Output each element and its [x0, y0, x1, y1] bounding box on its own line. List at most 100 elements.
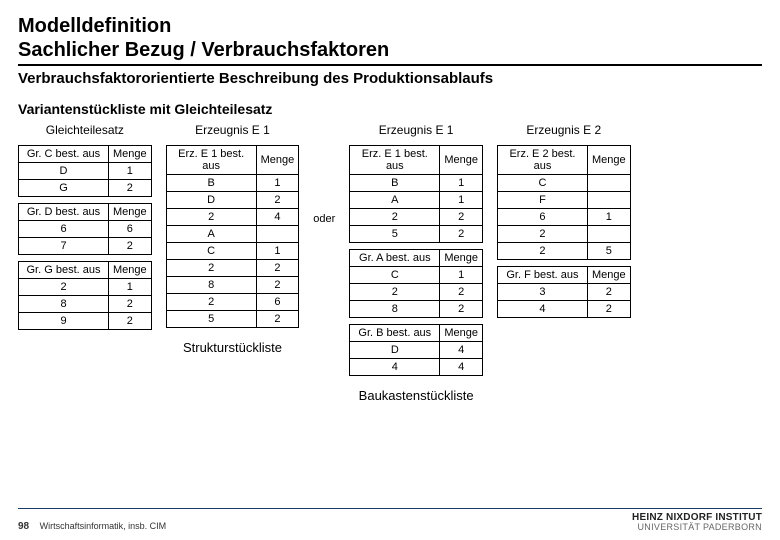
td: 2	[256, 311, 299, 328]
col4-table-1: Erz. E 2 best. ausMenge C F 61 2 25	[497, 145, 631, 260]
td: 2	[109, 238, 152, 255]
th: Menge	[440, 325, 483, 342]
separator-oder: oder	[313, 123, 335, 225]
th: Menge	[109, 146, 152, 163]
td: D	[19, 163, 109, 180]
footer: 98 Wirtschaftsinformatik, insb. CIM HEIN…	[18, 508, 762, 532]
td: 6	[19, 221, 109, 238]
th: Erz. E 2 best. aus	[497, 146, 587, 175]
td: 4	[440, 359, 483, 376]
td	[587, 192, 630, 209]
th: Erz. E 1 best. aus	[350, 146, 440, 175]
td: 2	[109, 313, 152, 330]
td: 2	[256, 192, 299, 209]
td: 1	[256, 243, 299, 260]
th: Menge	[109, 204, 152, 221]
td: 8	[166, 277, 256, 294]
td: 2	[109, 296, 152, 313]
td: 5	[166, 311, 256, 328]
td: 2	[350, 209, 440, 226]
td: 1	[256, 175, 299, 192]
td: 2	[19, 279, 109, 296]
subtitle: Verbrauchsfaktororientierte Beschreibung…	[18, 70, 762, 87]
td: 1	[440, 175, 483, 192]
column-1: Gleichteilesatz Gr. C best. ausMenge D1 …	[18, 123, 152, 330]
td: 2	[166, 209, 256, 226]
col1-table-3: Gr. G best. ausMenge 21 82 92	[18, 261, 152, 330]
td	[587, 175, 630, 192]
th: Menge	[256, 146, 299, 175]
title-line-1: Modelldefinition	[18, 14, 762, 38]
td: 2	[166, 260, 256, 277]
td: 1	[109, 163, 152, 180]
td: 2	[109, 180, 152, 197]
td: 2	[587, 301, 630, 318]
th: Erz. E 1 best. aus	[166, 146, 256, 175]
col1-table-1: Gr. C best. ausMenge D1 G2	[18, 145, 152, 197]
td	[256, 226, 299, 243]
td: 2	[587, 284, 630, 301]
td: 2	[350, 284, 440, 301]
institute-line-2: UNIVERSITÄT PADERBORN	[632, 523, 762, 532]
td: 6	[497, 209, 587, 226]
td: 4	[440, 342, 483, 359]
col2-header: Erzeugnis E 1	[166, 123, 300, 139]
td: 6	[109, 221, 152, 238]
col2-table-1: Erz. E 1 best. ausMenge B1 D2 24 A C1 22…	[166, 145, 300, 328]
td: 1	[440, 192, 483, 209]
td: C	[497, 175, 587, 192]
col1-table-2: Gr. D best. ausMenge 66 72	[18, 203, 152, 255]
td: 8	[350, 301, 440, 318]
td: 3	[497, 284, 587, 301]
td: C	[166, 243, 256, 260]
td: 2	[497, 226, 587, 243]
footer-right: HEINZ NIXDORF INSTITUT UNIVERSITÄT PADER…	[632, 513, 762, 532]
th: Gr. G best. aus	[19, 262, 109, 279]
page-number: 98	[18, 521, 29, 532]
title-line-2: Sachlicher Bezug / Verbrauchsfaktoren	[18, 38, 762, 66]
th: Menge	[440, 146, 483, 175]
td: G	[19, 180, 109, 197]
column-3: Erzeugnis E 1 Erz. E 1 best. ausMenge B1…	[349, 123, 483, 403]
section-heading: Variantenstückliste mit Gleichteilesatz	[18, 101, 762, 117]
td: 5	[587, 243, 630, 260]
td: 8	[19, 296, 109, 313]
th: Menge	[587, 146, 630, 175]
td: A	[350, 192, 440, 209]
th: Menge	[440, 250, 483, 267]
td: 2	[256, 260, 299, 277]
td	[587, 226, 630, 243]
col1-header: Gleichteilesatz	[18, 123, 152, 139]
td: B	[166, 175, 256, 192]
col3-header: Erzeugnis E 1	[349, 123, 483, 139]
td: 2	[166, 294, 256, 311]
td: 4	[350, 359, 440, 376]
td: 1	[109, 279, 152, 296]
td: C	[350, 267, 440, 284]
td: 2	[440, 226, 483, 243]
td: D	[350, 342, 440, 359]
td: 1	[440, 267, 483, 284]
col3-table-3: Gr. B best. ausMenge D4 44	[349, 324, 483, 376]
td: 6	[256, 294, 299, 311]
caption-right: Baukastenstückliste	[349, 388, 483, 403]
td: 9	[19, 313, 109, 330]
th: Menge	[587, 267, 630, 284]
td: A	[166, 226, 256, 243]
td: 2	[440, 301, 483, 318]
td: 2	[497, 243, 587, 260]
td: 5	[350, 226, 440, 243]
col3-table-1: Erz. E 1 best. ausMenge B1 A1 22 52	[349, 145, 483, 243]
td: 7	[19, 238, 109, 255]
th: Gr. F best. aus	[497, 267, 587, 284]
td: 4	[256, 209, 299, 226]
footer-left: 98 Wirtschaftsinformatik, insb. CIM	[18, 521, 166, 532]
col3-table-2: Gr. A best. ausMenge C1 22 82	[349, 249, 483, 318]
column-4: Erzeugnis E 2 Erz. E 2 best. ausMenge C …	[497, 123, 631, 318]
th: Menge	[109, 262, 152, 279]
td: D	[166, 192, 256, 209]
footer-text: Wirtschaftsinformatik, insb. CIM	[40, 521, 167, 531]
td: 2	[256, 277, 299, 294]
col4-header: Erzeugnis E 2	[497, 123, 631, 139]
th: Gr. A best. aus	[350, 250, 440, 267]
